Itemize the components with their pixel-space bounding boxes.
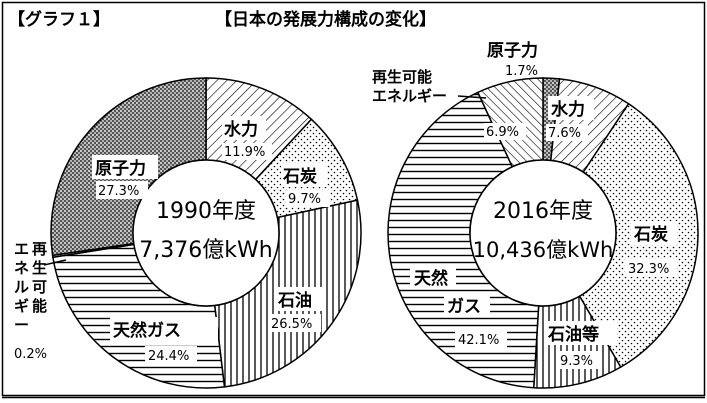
renew-1990-char-6: ネ bbox=[14, 259, 29, 277]
slice-value-hydro-1990: 11.9% bbox=[224, 145, 265, 160]
slice-label-renew-2016-line2: エネルギー bbox=[372, 87, 447, 105]
graph-label: 【グラフ１】 bbox=[8, 9, 110, 30]
slice-value-nuclear-2016: 1.7% bbox=[505, 64, 538, 79]
slice-value-gas-1990: 24.4% bbox=[148, 349, 189, 364]
renew-1990-char-8: ギ bbox=[14, 297, 29, 315]
slice-label-nuclear-1990: 原子力 bbox=[95, 158, 146, 179]
slice-label-renew-2016-line1: 再生可能 bbox=[372, 68, 432, 86]
renew-1990-char-3: 可 bbox=[32, 278, 47, 296]
label-group-2016: 原子力 1.7% 水力 7.6% 石炭 32.3% 石油等 9.3% 天然 ガス… bbox=[372, 40, 677, 369]
slice-value-coal-1990: 9.7% bbox=[288, 192, 321, 207]
renew-1990-char-7: ル bbox=[14, 278, 29, 296]
slice-label-gas-2016-line2: ガス bbox=[447, 297, 481, 317]
renew-1990-char-1: 再 bbox=[32, 240, 47, 258]
renew-1990-char-4: 能 bbox=[32, 297, 47, 315]
slice-label-hydro-1990: 水力 bbox=[224, 119, 258, 140]
slice-label-hydro-2016: 水力 bbox=[551, 99, 585, 120]
leader-line-renew-2016 bbox=[457, 95, 487, 99]
donut-center-hole bbox=[469, 159, 617, 307]
slice-value-renew-1990: 0.2% bbox=[14, 347, 47, 362]
center-total-2016: 10,436億kWh bbox=[473, 238, 614, 262]
slice-label-oil-2016: 石油等 bbox=[547, 324, 599, 345]
figure-border bbox=[1, 1, 706, 397]
leader-line-renew-1990 bbox=[43, 259, 67, 266]
slice-value-oil-1990: 26.5% bbox=[271, 317, 312, 332]
slice-value-renew-2016: 6.9% bbox=[486, 125, 519, 140]
slice-label-oil-1990: 石油 bbox=[277, 290, 312, 311]
donut-center-hole bbox=[132, 159, 280, 307]
slice-value-hydro-2016: 7.6% bbox=[548, 126, 581, 141]
slice-value-oil-2016: 9.3% bbox=[560, 354, 593, 369]
slice-value-coal-2016: 32.3% bbox=[628, 262, 669, 277]
slice-label-gas-1990: 天然ガス bbox=[113, 320, 181, 341]
center-total-1990: 7,376億kWh bbox=[139, 238, 272, 263]
renew-1990-char-2: 生 bbox=[32, 259, 47, 277]
slice-value-gas-2016: 42.1% bbox=[458, 333, 499, 348]
center-year-1990: 1990年度 bbox=[156, 199, 256, 224]
slice-label-coal-2016: 石炭 bbox=[633, 224, 668, 245]
chart-title: 【日本の発展力構成の変化】 bbox=[215, 9, 436, 30]
center-year-2016: 2016年度 bbox=[493, 199, 593, 224]
renew-1990-char-9: ー bbox=[14, 316, 29, 334]
donut-chart-1990 bbox=[50, 77, 362, 389]
slice-label-nuclear-2016: 原子力 bbox=[487, 40, 538, 61]
label-group-1990: 水力 11.9% 石炭 9.7% 石油 26.5% 天然ガス 24.4% 原子力… bbox=[14, 116, 330, 364]
renew-1990-char-5: エ bbox=[14, 240, 29, 258]
slice-label-gas-2016-line1: 天然 bbox=[414, 268, 448, 289]
slice-label-coal-1990: 石炭 bbox=[282, 166, 317, 187]
slice-value-nuclear-1990: 27.3% bbox=[98, 184, 139, 199]
donut-chart-2016 bbox=[387, 77, 699, 389]
